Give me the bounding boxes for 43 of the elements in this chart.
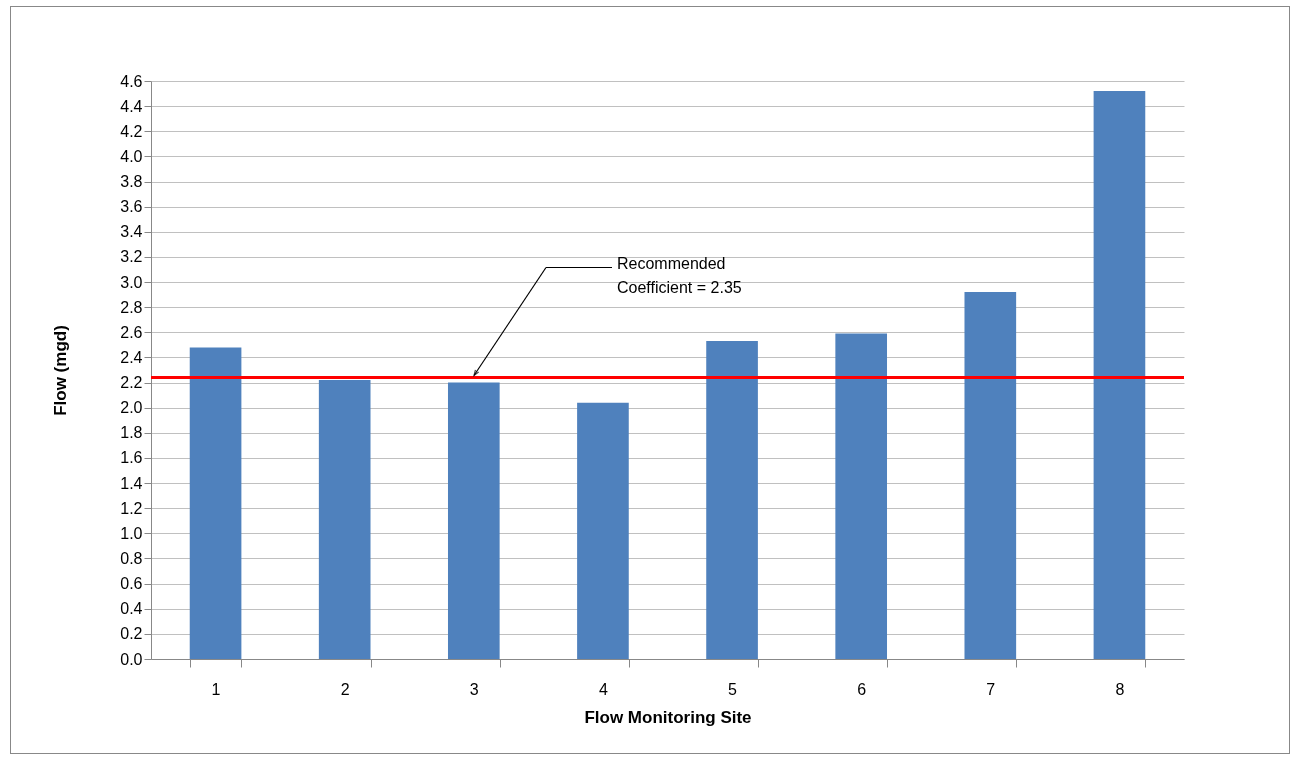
y-tick-label: 2.8 xyxy=(120,298,143,316)
y-tick-label: 0.8 xyxy=(120,549,143,567)
y-tick-label: 1.6 xyxy=(120,449,143,467)
bar xyxy=(1093,91,1146,659)
y-tick-label: 0.2 xyxy=(120,625,143,643)
x-tick-label: 7 xyxy=(986,680,996,698)
bar xyxy=(318,380,371,659)
y-tick-label: 4.6 xyxy=(120,72,143,90)
bar xyxy=(964,292,1017,659)
y-tick-label: 0.6 xyxy=(120,575,143,593)
x-tick-label: 5 xyxy=(728,680,738,698)
bar xyxy=(706,341,758,659)
y-tick-label: 3.8 xyxy=(120,173,143,191)
y-tick-label: 3.6 xyxy=(120,198,143,216)
y-tick-label: 1.0 xyxy=(120,524,143,542)
y-tick-label: 2.0 xyxy=(120,399,143,417)
y-tick-label: 1.8 xyxy=(120,424,143,442)
y-tick-label: 2.2 xyxy=(120,374,143,392)
bar xyxy=(835,333,888,659)
y-tick-label: 1.4 xyxy=(120,474,143,492)
y-axis-title: Flow (mgd) xyxy=(51,325,71,416)
y-tick-label: 0.4 xyxy=(120,600,143,618)
x-tick-label: 2 xyxy=(340,680,350,698)
x-tick-label: 8 xyxy=(1115,680,1125,698)
x-tick-label: 6 xyxy=(857,680,867,698)
y-tick-label: 2.4 xyxy=(120,348,143,366)
y-tick-label: 4.2 xyxy=(120,122,143,140)
x-tick-label: 4 xyxy=(598,680,608,698)
y-tick-label: 2.6 xyxy=(120,323,143,341)
y-tick-label: 4.0 xyxy=(120,147,143,165)
bar xyxy=(447,382,500,659)
bar xyxy=(189,347,242,659)
bar xyxy=(577,402,629,659)
y-tick-label: 3.2 xyxy=(120,248,143,266)
y-tick-label: 3.0 xyxy=(120,273,143,291)
x-tick-label: 3 xyxy=(469,680,479,698)
y-tick-label: 1.2 xyxy=(120,499,143,517)
y-tick-label: 0.0 xyxy=(120,650,143,668)
x-tick-label: 1 xyxy=(211,680,221,698)
y-tick-label: 4.4 xyxy=(120,97,143,115)
y-tick-label: 3.4 xyxy=(120,223,143,241)
x-axis-title: Flow Monitoring Site xyxy=(584,707,752,727)
annotation: Recommended Coefficient = 2.35 xyxy=(617,255,742,296)
